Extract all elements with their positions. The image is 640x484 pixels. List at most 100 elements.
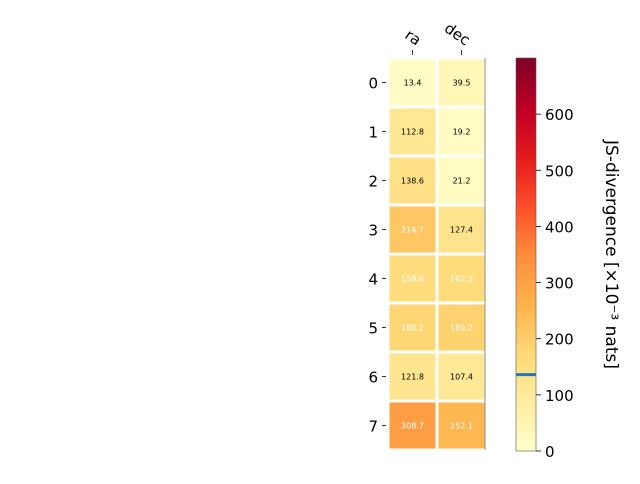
colorbar-segment — [516, 366, 536, 371]
colorbar-tick-label: 100 — [545, 387, 574, 405]
colorbar-segment — [516, 167, 536, 171]
colorbar-segment — [516, 254, 536, 258]
heatmap-cell — [438, 402, 485, 449]
colorbar-segment — [516, 417, 536, 421]
cell-value-label: 127.4 — [450, 226, 473, 235]
colorbar-segment — [516, 392, 536, 396]
heatmap-cell — [389, 206, 436, 253]
heatmap-cell — [438, 353, 485, 400]
cell-value-label: 121.8 — [401, 373, 424, 382]
colorbar-segment — [516, 431, 536, 435]
colorbar-segment — [516, 116, 536, 121]
colorbar-segment — [516, 150, 536, 155]
colorbar-segment — [516, 378, 536, 382]
colorbar-segment — [516, 347, 536, 351]
cell-value-label: 308.7 — [401, 422, 424, 431]
colorbar-segment — [516, 237, 536, 242]
colorbar-segment — [516, 333, 536, 337]
row-label: 0 — [368, 75, 378, 93]
colorbar-segment — [516, 299, 536, 303]
colorbar-segment — [516, 257, 536, 261]
colorbar-segment — [516, 142, 536, 146]
colorbar-segment — [516, 288, 536, 292]
colorbar-segment — [516, 175, 536, 180]
colorbar-segment — [516, 60, 536, 65]
colorbar-segment — [516, 355, 536, 359]
colorbar-segment — [516, 164, 536, 169]
colorbar-segment — [516, 94, 536, 98]
colorbar-segment — [516, 321, 536, 326]
colorbar-segment — [516, 206, 536, 211]
cell-value-label: 252.1 — [450, 422, 473, 431]
colorbar-segment — [516, 187, 536, 191]
colorbar-segment — [516, 380, 536, 385]
colorbar-segment — [516, 403, 536, 407]
heatmap-cell — [389, 255, 436, 302]
cell-value-label: 158.6 — [401, 275, 424, 284]
colorbar-segment — [516, 349, 536, 354]
colorbar-segment — [516, 327, 536, 331]
colorbar-segment — [516, 125, 536, 129]
colorbar-segment — [516, 232, 536, 236]
colorbar-segment — [516, 319, 536, 323]
colorbar-tick-label: 500 — [545, 162, 574, 180]
colorbar-segment — [516, 139, 536, 143]
heatmap-cell — [389, 59, 436, 106]
colorbar-tick-label: 600 — [545, 106, 574, 124]
colorbar-segment — [516, 251, 536, 256]
colorbar-segment — [516, 425, 536, 430]
colorbar-tick-label: 200 — [545, 331, 574, 349]
colorbar-segment — [516, 276, 536, 281]
colorbar-segment — [516, 170, 536, 174]
colorbar-segment — [516, 97, 536, 101]
colorbar-segment — [516, 128, 536, 132]
colorbar-segment — [516, 293, 536, 298]
colorbar-segment — [516, 248, 536, 253]
colorbar-segment — [516, 83, 536, 87]
colorbar-segment — [516, 445, 536, 449]
colorbar-segment — [516, 136, 536, 141]
colorbar-segment — [516, 262, 536, 267]
colorbar-segment — [516, 203, 536, 208]
colorbar-segment — [516, 74, 536, 79]
colorbar-segment — [516, 161, 536, 166]
colorbar-tick-label: 0 — [545, 443, 555, 461]
colorbar-segment — [516, 173, 536, 177]
colorbar-segment — [516, 72, 536, 76]
colorbar-segment — [516, 439, 536, 444]
colorbar-segment — [516, 428, 536, 432]
colorbar-segment — [516, 212, 536, 216]
column-label: dec — [441, 19, 473, 49]
colorbar-segment — [516, 111, 536, 115]
colorbar-segment — [516, 279, 536, 284]
colorbar-segment — [516, 215, 536, 219]
colorbar-segment — [516, 414, 536, 418]
heatmap-cell — [389, 108, 436, 155]
colorbar-frame — [515, 57, 537, 452]
colorbar-segment — [516, 397, 536, 402]
colorbar-segment — [516, 119, 536, 124]
colorbar-segment — [516, 282, 536, 286]
colorbar-segment — [516, 147, 536, 152]
colorbar-segment — [516, 408, 536, 413]
colorbar-segment — [516, 178, 536, 183]
colorbar-segment — [516, 406, 536, 410]
cell-value-label: 112.8 — [401, 128, 424, 137]
colorbar-segment — [516, 153, 536, 157]
column-label: ra — [402, 26, 425, 50]
colorbar-segment — [516, 229, 536, 233]
colorbar-segment — [516, 58, 536, 62]
row-label: 1 — [368, 124, 378, 142]
cell-value-label: 189.2 — [450, 324, 473, 333]
colorbar-segment — [516, 66, 536, 70]
heatmap-cell — [438, 304, 485, 351]
colorbar-segment — [516, 338, 536, 343]
cell-value-label: 138.6 — [401, 177, 424, 186]
cell-value-label: 162.3 — [450, 275, 473, 284]
colorbar-segment — [516, 271, 536, 275]
colorbar-segment — [516, 394, 536, 399]
colorbar-segment — [516, 265, 536, 270]
colorbar-segment — [516, 189, 536, 194]
colorbar-segment — [516, 184, 536, 188]
